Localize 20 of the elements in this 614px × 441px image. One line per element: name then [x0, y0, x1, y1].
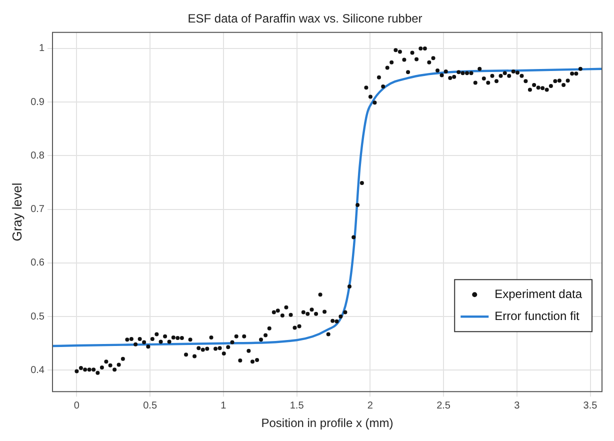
- y-tick-label: 0.6: [30, 258, 45, 269]
- x-tick-label: 2.5: [436, 400, 451, 412]
- x-tick-label: 3: [514, 400, 520, 412]
- x-tick-label: 0.5: [143, 400, 158, 412]
- x-tick-label: 3.5: [583, 400, 598, 412]
- y-tick-label: 0.4: [30, 364, 45, 376]
- y-tick-label: 0.9: [30, 96, 45, 108]
- legend-label: Experiment data: [494, 286, 582, 301]
- y-axis-title: Gray level: [9, 182, 24, 242]
- y-tick-label: 1: [38, 43, 45, 54]
- chart-title: ESF data of Paraffin wax vs. Silicone rubber: [188, 12, 422, 26]
- x-tick-label: 2: [367, 400, 374, 412]
- x-tick-label: 0: [74, 400, 80, 412]
- x-axis-title: Position in profile x (mm): [261, 416, 394, 430]
- x-tick-label: 1.5: [290, 400, 304, 412]
- y-tick-label: 0.5: [30, 311, 45, 322]
- legend-label: Error function fit: [494, 308, 580, 323]
- y-tick-label: 0.7: [30, 204, 45, 216]
- y-tick-label: 0.8: [30, 150, 45, 162]
- x-tick-label: 1: [220, 400, 227, 412]
